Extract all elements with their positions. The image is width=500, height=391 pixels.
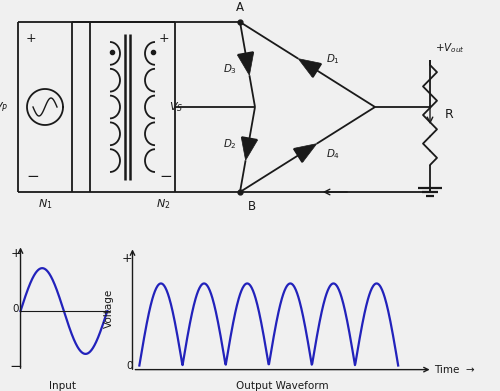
Text: $N_2$: $N_2$ bbox=[156, 197, 170, 211]
Text: Time  →: Time → bbox=[434, 365, 474, 375]
Text: 0: 0 bbox=[12, 304, 19, 314]
Text: −: − bbox=[159, 169, 172, 184]
X-axis label: Input
Waveform: Input Waveform bbox=[36, 381, 89, 391]
Text: R: R bbox=[445, 108, 454, 122]
Text: $D_2$: $D_2$ bbox=[223, 138, 237, 151]
Text: $D_1$: $D_1$ bbox=[326, 53, 340, 66]
X-axis label: Output Waveform: Output Waveform bbox=[236, 381, 329, 391]
Text: 0: 0 bbox=[126, 361, 132, 371]
Text: −: − bbox=[10, 359, 22, 374]
Polygon shape bbox=[294, 143, 317, 162]
Polygon shape bbox=[238, 52, 254, 75]
Text: +: + bbox=[26, 32, 36, 45]
Text: B: B bbox=[248, 200, 256, 213]
Text: −: − bbox=[26, 169, 39, 184]
Text: $V_P$: $V_P$ bbox=[0, 100, 8, 114]
Text: +: + bbox=[10, 247, 21, 260]
Text: $+V_{out}$: $+V_{out}$ bbox=[435, 41, 465, 55]
Text: +: + bbox=[159, 32, 170, 45]
Text: $V_S$: $V_S$ bbox=[169, 100, 184, 114]
Polygon shape bbox=[242, 137, 258, 160]
Text: A: A bbox=[236, 1, 244, 14]
Text: $D_3$: $D_3$ bbox=[223, 63, 237, 76]
Text: +: + bbox=[122, 252, 132, 265]
Text: Voltage: Voltage bbox=[104, 289, 114, 328]
Text: $D_4$: $D_4$ bbox=[326, 147, 340, 161]
Polygon shape bbox=[298, 59, 321, 77]
Text: $N_1$: $N_1$ bbox=[38, 197, 52, 211]
